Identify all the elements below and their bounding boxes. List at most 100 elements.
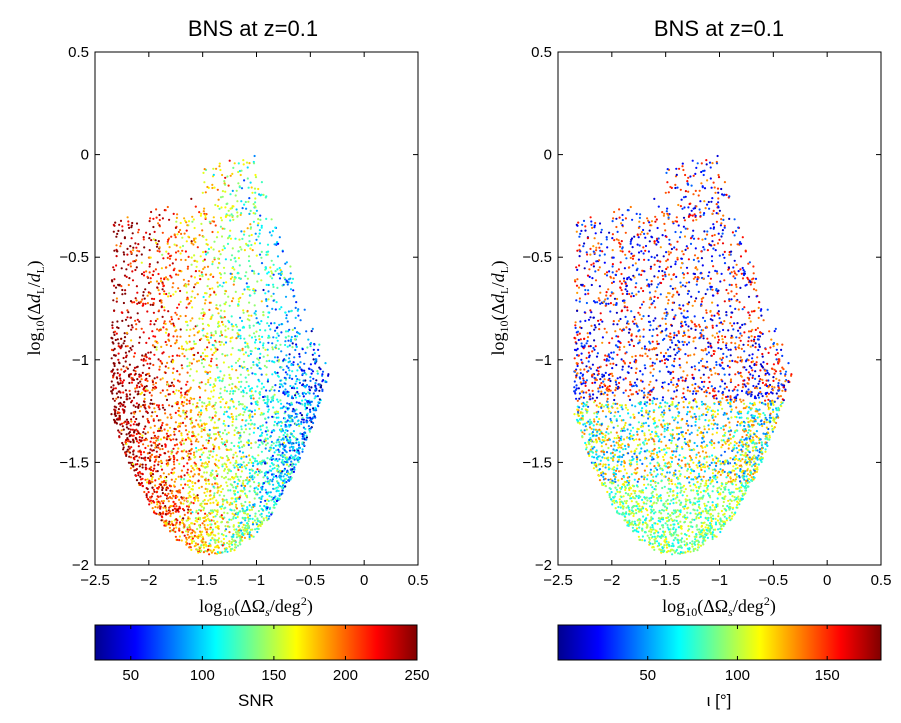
- scatter-point: [223, 292, 226, 295]
- scatter-point: [177, 347, 181, 350]
- x-tick-label: −1.5: [188, 572, 218, 589]
- scatter-point: [285, 261, 288, 264]
- scatter-point: [166, 487, 170, 490]
- scatter-point: [220, 533, 224, 536]
- scatter-point: [745, 447, 748, 450]
- scatter-point: [278, 308, 281, 311]
- scatter-point: [137, 441, 140, 444]
- scatter-point: [222, 266, 226, 269]
- scatter-point: [212, 275, 215, 278]
- scatter-point: [264, 439, 267, 442]
- scatter-point: [206, 465, 209, 468]
- scatter-point: [282, 405, 285, 408]
- scatter-point: [120, 429, 123, 432]
- scatter-point: [599, 302, 602, 305]
- scatter-point: [292, 289, 295, 292]
- scatter-point: [147, 291, 150, 294]
- scatter-point: [321, 380, 324, 383]
- scatter-point: [110, 357, 113, 360]
- scatter-point: [282, 475, 285, 478]
- scatter-point: [605, 404, 608, 407]
- scatter-point: [642, 221, 645, 225]
- scatter-point: [215, 167, 218, 170]
- scatter-point: [151, 449, 154, 452]
- scatter-point: [254, 201, 257, 204]
- scatter-point: [180, 345, 183, 348]
- scatter-point: [113, 408, 116, 411]
- scatter-point: [214, 458, 217, 461]
- scatter-point: [188, 524, 191, 527]
- scatter-point: [282, 441, 286, 444]
- scatter-point: [253, 519, 256, 522]
- scatter-point: [220, 437, 223, 441]
- scatter-point: [186, 380, 189, 383]
- scatter-point: [112, 397, 115, 400]
- scatter-point: [620, 435, 623, 438]
- scatter-point: [130, 420, 133, 423]
- scatter-point: [198, 234, 201, 237]
- scatter-point: [244, 345, 247, 348]
- scatter-point: [165, 510, 168, 513]
- scatter-point: [233, 476, 236, 479]
- scatter-point: [295, 343, 298, 346]
- scatter-point: [252, 212, 255, 215]
- scatter-point: [255, 486, 258, 489]
- scatter-point: [219, 315, 222, 318]
- scatter-point: [277, 438, 280, 441]
- scatter-point: [256, 527, 259, 530]
- scatter-point: [157, 406, 160, 409]
- scatter-point: [193, 397, 196, 400]
- scatter-point: [248, 533, 251, 536]
- scatter-point: [197, 499, 200, 502]
- scatter-point: [287, 339, 290, 342]
- scatter-point: [608, 341, 611, 344]
- scatter-point: [292, 361, 295, 364]
- scatter-point: [257, 454, 260, 457]
- scatter-point: [157, 435, 160, 438]
- scatter-point: [253, 272, 256, 275]
- scatter-point: [719, 347, 723, 351]
- scatter-point: [686, 316, 689, 319]
- scatter-point: [212, 450, 215, 453]
- scatter-point: [229, 399, 232, 402]
- scatter-point: [698, 208, 701, 211]
- scatter-point: [218, 324, 221, 328]
- scatter-point: [253, 304, 256, 307]
- scatter-point: [612, 362, 615, 365]
- scatter-point: [228, 383, 231, 386]
- scatter-point: [185, 402, 188, 406]
- scatter-point: [223, 374, 226, 377]
- scatter-point: [213, 494, 216, 497]
- scatter-point: [646, 284, 649, 287]
- scatter-point: [294, 392, 297, 395]
- scatter-point: [162, 499, 165, 503]
- scatter-point: [195, 438, 198, 441]
- scatter-point: [296, 387, 299, 390]
- scatter-point: [725, 519, 729, 522]
- scatter-point: [257, 218, 260, 221]
- scatter-point: [265, 283, 268, 286]
- scatter-point: [284, 417, 287, 420]
- scatter-point: [267, 416, 270, 419]
- scatter-point: [128, 363, 131, 366]
- scatter-point: [194, 542, 197, 545]
- scatter-point: [167, 295, 170, 298]
- scatter-point: [260, 226, 263, 229]
- scatter-point: [262, 355, 265, 358]
- scatter-point: [164, 506, 167, 509]
- scatter-point: [231, 420, 234, 423]
- scatter-point: [605, 238, 608, 241]
- scatter-point: [735, 292, 738, 295]
- scatter-point: [229, 390, 232, 393]
- scatter-point: [221, 500, 225, 503]
- scatter-point: [204, 335, 207, 338]
- scatter-point: [265, 360, 268, 363]
- scatter-point: [189, 388, 192, 391]
- scatter-point: [694, 538, 697, 541]
- scatter-point: [284, 336, 287, 339]
- scatter-point: [183, 499, 186, 502]
- scatter-point: [303, 308, 306, 311]
- scatter-point: [116, 232, 119, 235]
- scatter-point: [225, 202, 228, 206]
- scatter-point: [141, 415, 145, 418]
